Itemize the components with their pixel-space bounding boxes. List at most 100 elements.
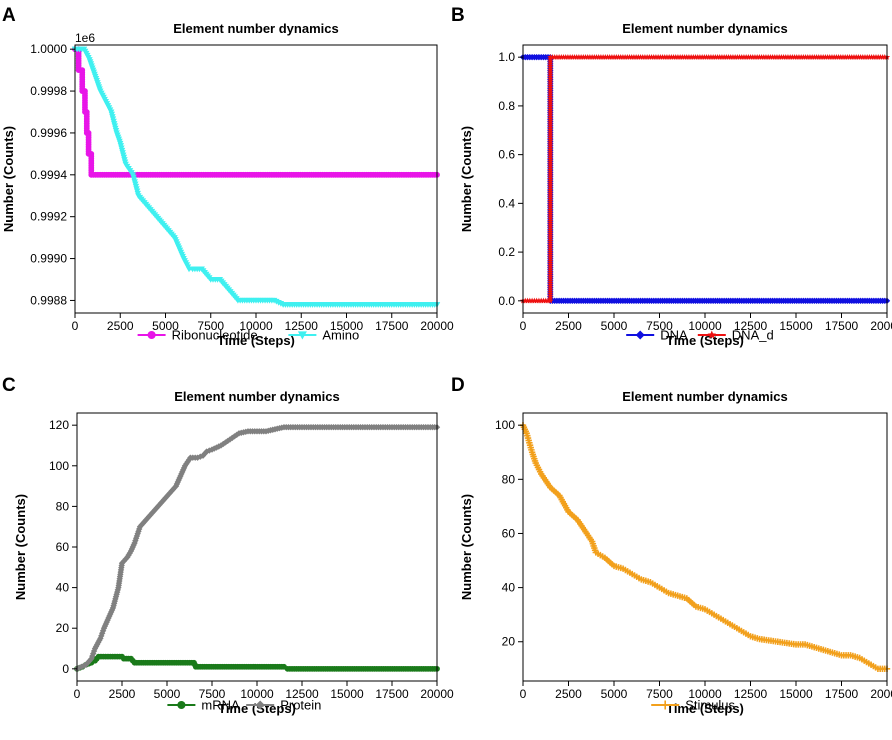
legend-label: DNA — [660, 328, 688, 343]
y-tick-label: 0.9990 — [30, 252, 67, 266]
data-point — [547, 226, 554, 233]
data-point — [547, 206, 554, 213]
data-point — [547, 235, 554, 242]
panel-letter: B — [451, 5, 465, 26]
data-point — [547, 228, 554, 235]
data-point — [547, 58, 554, 65]
series-markers-stimulus — [519, 421, 891, 673]
data-point — [547, 84, 554, 91]
y-tick-label: 100 — [49, 459, 69, 473]
data-point — [547, 93, 554, 100]
data-point — [547, 253, 554, 260]
series-markers-protein — [73, 424, 441, 673]
legend-label: mRNA — [201, 698, 240, 713]
data-point — [547, 259, 554, 266]
data-point — [547, 284, 554, 291]
data-point — [547, 120, 554, 127]
legend-item-protein: Protein — [246, 698, 321, 713]
data-point — [226, 436, 234, 443]
x-tick-label: 15000 — [330, 687, 364, 701]
data-point — [547, 76, 554, 82]
x-tick-label: 7500 — [197, 319, 224, 333]
data-point — [547, 100, 554, 107]
data-point — [547, 262, 554, 268]
data-point — [90, 650, 97, 657]
x-tick-label: 20000 — [870, 319, 892, 333]
x-axis-label: Time (Steps) — [666, 333, 744, 348]
data-point — [547, 142, 554, 149]
x-tick-label: 2500 — [109, 687, 136, 701]
x-tick-label: 0 — [520, 687, 527, 701]
x-axis-label: Time (Steps) — [217, 333, 295, 348]
data-point — [547, 67, 554, 74]
series-markers-ribonucleotide — [72, 46, 440, 178]
x-tick-label: 10000 — [240, 687, 274, 701]
data-point — [84, 659, 91, 666]
x-tick-label: 15000 — [330, 319, 364, 333]
data-point — [547, 89, 554, 96]
chart-title: Element number dynamics — [622, 389, 787, 404]
legend-item-amino: Amino — [288, 328, 359, 343]
x-tick-label: 17500 — [825, 319, 859, 333]
data-point — [547, 171, 554, 178]
data-point — [547, 71, 554, 78]
data-point — [547, 184, 554, 191]
y-tick-label: 40 — [502, 581, 516, 595]
y-tick-label: 0.9988 — [30, 293, 67, 307]
legend-marker — [635, 330, 645, 340]
legend: DNA DNA_d — [626, 328, 774, 343]
x-tick-label: 10000 — [688, 319, 722, 333]
data-point — [547, 189, 554, 195]
data-point — [547, 222, 554, 229]
legend-label: DNA_d — [732, 328, 774, 343]
series-group — [73, 424, 441, 673]
x-tick-label: 5000 — [601, 319, 628, 333]
x-tick-label: 20000 — [420, 319, 454, 333]
series-group — [519, 421, 891, 673]
legend-marker — [177, 700, 186, 710]
data-point — [547, 133, 554, 140]
data-point — [547, 87, 554, 93]
x-tick-label: 7500 — [646, 319, 673, 333]
data-point — [547, 118, 554, 124]
series-markers-dna_d — [519, 53, 891, 304]
x-tick-label: 5000 — [152, 319, 179, 333]
series-line-dna — [523, 55, 887, 303]
data-point — [547, 107, 554, 113]
series-line-stimulus — [521, 424, 887, 671]
legend-marker — [147, 330, 156, 340]
data-point — [547, 175, 554, 182]
data-point — [547, 164, 554, 171]
chart-title: Element number dynamics — [173, 21, 338, 36]
x-tick-label: 20000 — [420, 687, 454, 701]
data-point — [547, 82, 554, 89]
data-point — [547, 209, 554, 215]
legend-label: Ribonucleotide — [172, 328, 258, 343]
y-tick-label: 0.9998 — [30, 84, 67, 98]
data-point — [547, 60, 554, 67]
data-point — [547, 113, 554, 120]
legend-item-ribonucleotide: Ribonucleotide — [137, 328, 258, 343]
x-tick-label: 12500 — [285, 319, 319, 333]
panel-letter: A — [2, 5, 16, 26]
data-point — [217, 442, 225, 449]
data-point — [88, 655, 95, 662]
data-point — [98, 632, 105, 640]
y-tick-label: 0.9994 — [30, 168, 67, 182]
y-tick-label: 0 — [62, 662, 69, 676]
x-tick-label: 17500 — [375, 319, 409, 333]
data-point — [547, 144, 554, 151]
data-point — [547, 91, 554, 98]
data-point — [547, 104, 554, 111]
data-point — [78, 663, 85, 670]
y-tick-label: 80 — [502, 472, 516, 486]
panel-c: C Element number dynamics 0 2500 5000 7500 100… — [2, 375, 454, 716]
panel-d: D Element number dynamics 0 2500 5000 7500 100… — [451, 375, 892, 716]
data-point — [547, 257, 554, 264]
data-point — [547, 220, 554, 226]
y-tick-label: 0.9996 — [30, 126, 67, 140]
x-tick-label: 0 — [74, 687, 81, 701]
data-point — [547, 182, 554, 189]
axis-offset-label: 1e6 — [75, 31, 95, 45]
data-point — [547, 65, 554, 71]
